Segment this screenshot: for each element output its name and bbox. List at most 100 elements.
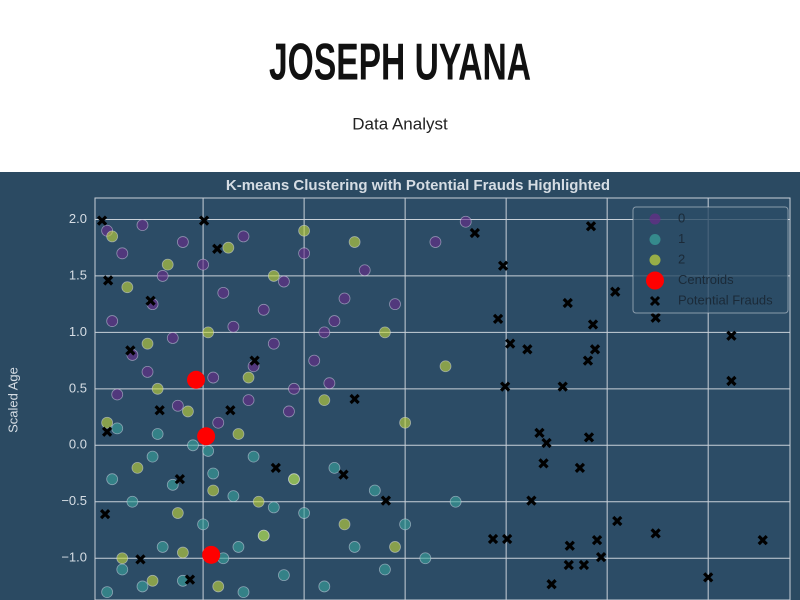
cluster-point [449, 495, 462, 508]
cluster-point [156, 541, 169, 553]
cluster-point [237, 586, 250, 598]
cluster-point [328, 315, 341, 327]
cluster-point [131, 461, 144, 474]
cluster-point [459, 215, 472, 228]
fraud-marker [538, 458, 549, 469]
cluster-point [207, 467, 220, 480]
cluster-point [141, 365, 154, 378]
cluster-point [232, 428, 245, 440]
cluster-point [197, 258, 209, 271]
fraud-marker [526, 495, 537, 506]
fraud-marker [562, 297, 573, 309]
cluster-point [171, 507, 184, 519]
plot [95, 198, 790, 600]
y-tick-label: −1.0 [61, 550, 87, 565]
y-tick-label: 0.0 [69, 437, 87, 452]
legend-label: Potential Frauds [678, 292, 773, 307]
cluster-point [202, 326, 215, 339]
cluster-point [237, 230, 250, 243]
fraud-marker [587, 319, 599, 330]
centroid [197, 427, 216, 446]
cluster-point [399, 416, 412, 429]
cluster-point [161, 258, 174, 271]
cluster-point [176, 546, 189, 559]
fraud-marker [574, 462, 586, 474]
cluster-point [111, 388, 124, 401]
cluster-point [136, 219, 149, 232]
cluster-point [146, 450, 159, 463]
cluster-point [257, 303, 270, 316]
cluster-point [288, 473, 300, 486]
cluster-point [121, 281, 134, 294]
cluster-point [358, 264, 371, 277]
cluster-point [379, 563, 391, 576]
cluster-point [242, 394, 255, 407]
fraud-marker [502, 533, 513, 545]
cluster-point [318, 580, 331, 593]
fraud-marker [595, 551, 607, 563]
fraud-marker [135, 554, 146, 565]
fraud-marker [505, 338, 516, 349]
fraud-marker [349, 393, 360, 405]
cluster-point [439, 360, 452, 373]
fraud-marker [546, 579, 557, 590]
cluster-point [106, 473, 119, 486]
cluster-point [126, 495, 139, 508]
cluster-point [171, 399, 184, 412]
cluster-point [338, 292, 351, 305]
fraud-marker [154, 405, 165, 416]
cluster-point [267, 270, 280, 282]
cluster-point [207, 371, 220, 384]
cluster-point [379, 326, 391, 339]
cluster-point [323, 377, 336, 390]
legend-label: 0 [678, 210, 685, 225]
cluster-point [212, 416, 225, 429]
fraud-marker [522, 344, 533, 355]
legend-marker [649, 213, 661, 225]
cluster-point [156, 270, 169, 282]
y-tick-label: 1.0 [69, 324, 87, 339]
legend-marker [649, 295, 661, 307]
cluster-point [106, 230, 119, 243]
cluster-point [101, 586, 114, 598]
cluster-point [278, 569, 290, 582]
fraud-marker [534, 427, 545, 439]
cluster-point [227, 320, 240, 333]
cluster-point [207, 484, 220, 497]
fraud-marker [198, 215, 210, 226]
person-role: Data Analyst [352, 114, 448, 133]
cluster-point [368, 484, 381, 497]
fraud-marker [380, 495, 392, 506]
fraud-marker [96, 215, 108, 226]
cluster-point [338, 518, 351, 531]
cluster-point [151, 428, 164, 440]
legend-label: 1 [678, 231, 685, 246]
cluster-point [298, 224, 311, 237]
cluster-point [101, 416, 114, 429]
fraud-marker [338, 469, 349, 480]
fraud-marker [487, 533, 499, 545]
cluster-point [318, 394, 331, 407]
cluster-point [308, 354, 321, 367]
fraud-marker [612, 515, 623, 527]
cluster-point [348, 236, 361, 248]
fraud-marker [610, 286, 621, 297]
cluster-point [111, 422, 124, 435]
cluster-point [389, 541, 401, 553]
cluster-point [257, 529, 270, 542]
cluster-point [267, 501, 280, 514]
fraud-marker [225, 405, 236, 416]
fraud-marker [564, 540, 575, 551]
fraud-marker [145, 295, 156, 306]
cluster-point [267, 337, 280, 350]
cluster-point [288, 382, 300, 395]
legend-label: 2 [678, 251, 685, 266]
cluster-point [151, 382, 164, 395]
cluster-point [419, 552, 432, 565]
fraud-marker [497, 260, 509, 271]
cluster-point [141, 337, 154, 350]
y-tick-label: 0.5 [69, 380, 87, 395]
cluster-point [318, 326, 331, 339]
